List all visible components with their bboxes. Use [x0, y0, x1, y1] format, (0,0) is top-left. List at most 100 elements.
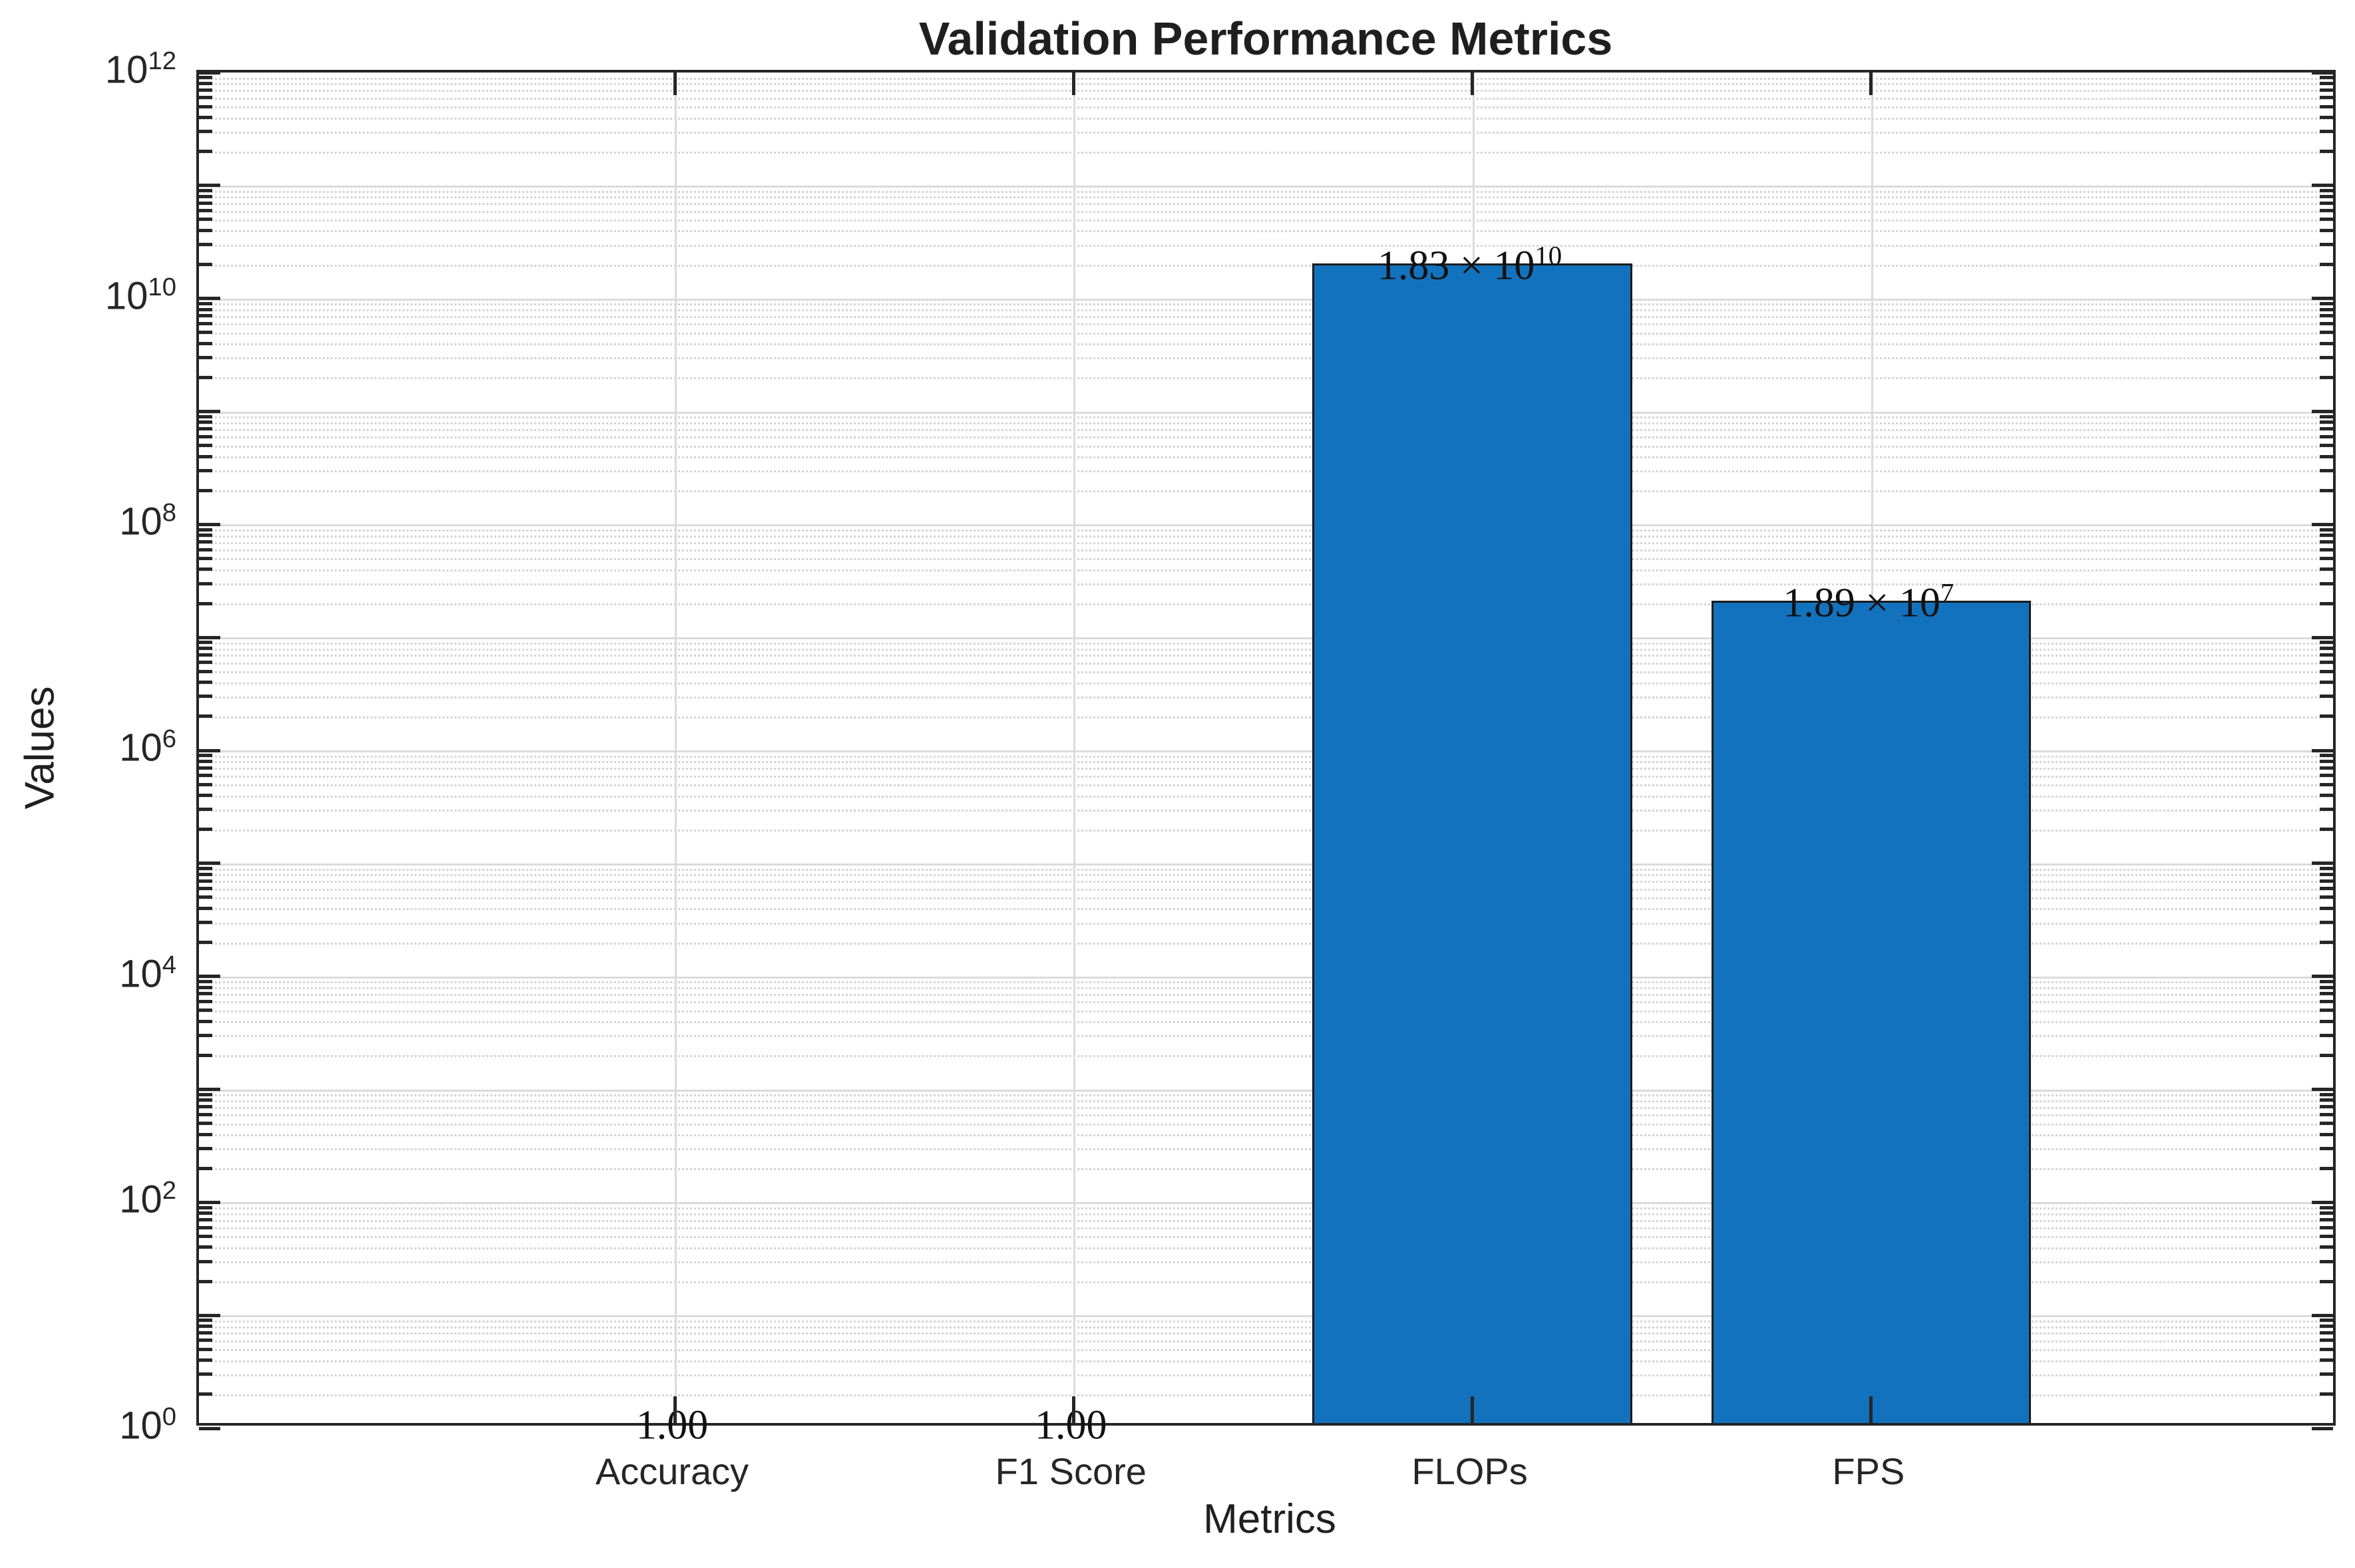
axis-tick [2320, 879, 2333, 883]
axis-tick [2312, 297, 2333, 301]
y-tick-label: 100 [119, 1402, 176, 1448]
gridline-minor [199, 151, 2333, 154]
axis-tick [199, 979, 212, 983]
axis-tick [2320, 1392, 2333, 1396]
gridline-major [199, 637, 2333, 640]
axis-tick [2320, 581, 2333, 585]
axis-tick [199, 528, 212, 532]
axis-tick [199, 1218, 212, 1222]
gridline-minor [199, 696, 2333, 699]
gridline-minor [199, 535, 2333, 538]
axis-tick [2320, 641, 2333, 645]
gridline-minor [199, 117, 2333, 120]
axis-tick [199, 1146, 212, 1150]
gridline-minor [199, 83, 2333, 86]
axis-tick [199, 1347, 212, 1351]
axis-tick [199, 906, 212, 910]
gridline-minor [199, 90, 2333, 92]
axis-tick [199, 1245, 212, 1249]
axis-tick [199, 782, 212, 786]
gridline-minor [199, 549, 2333, 551]
gridline-minor [199, 784, 2333, 787]
axis-tick [2320, 454, 2333, 458]
axis-tick [1071, 73, 1075, 95]
axis-tick [199, 774, 212, 778]
axis-tick [2320, 528, 2333, 532]
axis-tick [199, 1009, 212, 1013]
axis-tick [199, 695, 212, 699]
gridline-minor [199, 343, 2333, 346]
axis-tick [199, 321, 212, 325]
y-tick-label: 106 [119, 724, 176, 770]
axis-tick [2320, 794, 2333, 798]
axis-tick [199, 130, 212, 134]
gridline-minor [199, 1035, 2333, 1038]
axis-tick [2320, 201, 2333, 205]
y-tick-label: 1010 [104, 272, 176, 318]
axis-tick [2320, 104, 2333, 108]
axis-tick [199, 1234, 212, 1238]
gridline-minor [199, 1213, 2333, 1215]
axis-tick [199, 1225, 212, 1229]
axis-tick [2320, 979, 2333, 983]
axis-tick [1869, 73, 1873, 95]
axis-tick [199, 921, 212, 925]
axis-tick [2320, 887, 2333, 890]
axis-tick [199, 243, 212, 247]
axis-tick [199, 218, 212, 222]
axis-tick [2320, 434, 2333, 438]
axis-tick [2320, 1245, 2333, 1249]
axis-tick [2320, 1205, 2333, 1209]
axis-tick [2320, 1325, 2333, 1329]
gridline-minor [199, 1320, 2333, 1323]
axis-tick [199, 1279, 212, 1283]
gridline-minor [199, 897, 2333, 899]
gridline-minor [199, 922, 2333, 925]
axis-tick [2320, 1234, 2333, 1238]
gridline-minor [199, 987, 2333, 990]
axis-tick [2312, 410, 2333, 413]
bar-value-label: 1.00 [635, 1402, 709, 1448]
gridline-vertical [675, 73, 677, 1423]
axis-tick [673, 1396, 677, 1423]
axis-tick [2320, 556, 2333, 560]
axis-tick [199, 1166, 212, 1170]
y-tick-label: 104 [119, 950, 176, 996]
gridline-minor [199, 1281, 2333, 1284]
gridline-minor [199, 97, 2333, 100]
axis-tick [2320, 1279, 2333, 1283]
axis-tick [2320, 301, 2333, 305]
axis-tick [2320, 1338, 2333, 1342]
axis-tick [199, 867, 212, 871]
axis-tick [199, 1122, 212, 1126]
axis-tick [199, 1259, 212, 1263]
axis-tick [199, 879, 212, 883]
gridline-minor [199, 456, 2333, 459]
axis-tick [2312, 184, 2333, 188]
axis-tick [2320, 96, 2333, 100]
axis-tick [199, 71, 220, 75]
axis-tick [199, 1019, 212, 1023]
axis-tick [199, 209, 212, 212]
gridline-minor [199, 642, 2333, 645]
axis-tick [199, 1105, 212, 1109]
axis-tick [2320, 1146, 2333, 1150]
axis-tick [2320, 1112, 2333, 1116]
axis-tick [199, 1338, 212, 1342]
gridline-minor [199, 436, 2333, 439]
axis-tick [199, 601, 212, 605]
gridline-minor [199, 603, 2333, 606]
axis-tick [2320, 1218, 2333, 1222]
axis-tick [2320, 895, 2333, 899]
axis-tick [2320, 1347, 2333, 1351]
axis-tick [199, 567, 212, 571]
axis-tick [2320, 321, 2333, 325]
gridline-minor [199, 874, 2333, 877]
gridline-minor [199, 1207, 2333, 1210]
axis-tick [2320, 150, 2333, 154]
gridline-minor [199, 829, 2333, 832]
axis-tick [199, 331, 212, 335]
axis-tick [2320, 1166, 2333, 1170]
axis-tick [2320, 414, 2333, 418]
